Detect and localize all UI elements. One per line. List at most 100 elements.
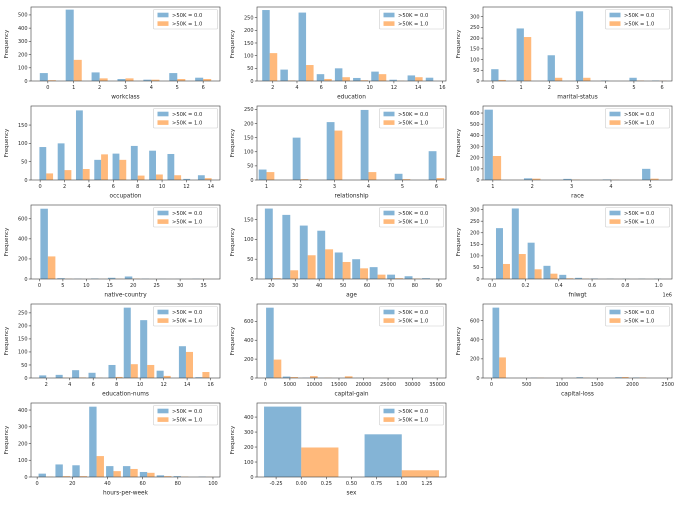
- x-tick-label: 0.4: [555, 283, 563, 289]
- legend-swatch: [609, 219, 621, 224]
- chart-svg-workclass: 0 1 2 3 4 5 6 0 100 200 300 400 500 workclass Frequenc…: [4, 6, 221, 101]
- y-tick-label: 300: [18, 425, 28, 431]
- x-tick-label: 0: [36, 481, 39, 487]
- x-tick-label: 16: [439, 85, 445, 91]
- bar-50K00: [352, 259, 361, 279]
- legend-swatch: [157, 318, 169, 323]
- y-tick-label: 100: [18, 458, 28, 464]
- y-tick-label: 50: [473, 68, 479, 74]
- bar-50K10: [498, 79, 506, 81]
- y-tick-label: 200: [18, 52, 28, 58]
- legend-swatch: [609, 210, 621, 216]
- legend-label: >50K = 0.0: [624, 112, 654, 118]
- x-tick-label: 1.25: [421, 481, 432, 487]
- bar-50K10: [163, 375, 171, 378]
- bar-50K10: [360, 80, 369, 81]
- chart-svg-capital-loss: 0 500 1000 1500 2000 2500 0 200 400 600 capital-lo…: [456, 303, 674, 398]
- y-tick-label: 250: [244, 107, 254, 113]
- x-tick-label: 100: [208, 481, 218, 487]
- x-tick-label: 6: [202, 85, 205, 91]
- x-tick-label: 2: [548, 85, 551, 91]
- bar-50K10: [502, 263, 510, 279]
- chart-svg-hours-per-week: 0 20 40 60 80 100 0 100 200 300 400 hours-per-week F…: [4, 402, 221, 497]
- legend-swatch: [609, 21, 621, 26]
- x-tick-label: 80: [175, 481, 181, 487]
- bar-50K00: [112, 153, 120, 180]
- y-tick-label: 200: [470, 231, 480, 237]
- bar-50K00: [106, 466, 114, 477]
- x-tick-label: 12: [391, 85, 397, 91]
- bar-50K00: [139, 471, 148, 477]
- y-tick-label: 100: [244, 237, 254, 243]
- legend-label: >50K = 0.0: [172, 211, 202, 217]
- y-tick-label: 150: [244, 135, 254, 141]
- bar-50K10: [290, 270, 299, 279]
- bar-50K00: [422, 278, 430, 279]
- bar-50K00: [629, 77, 637, 81]
- bar-50K00: [122, 466, 131, 477]
- plot-border: [482, 204, 673, 280]
- bar-50K10: [73, 59, 82, 81]
- legend-box: [379, 9, 444, 30]
- y-tick-label: 150: [244, 217, 254, 223]
- x-tick-label: 4: [150, 85, 153, 91]
- legend-label: >50K = 0.0: [172, 13, 202, 19]
- y-tick-label: 50: [247, 257, 253, 263]
- legend-swatch: [609, 120, 621, 125]
- bar-50K10: [325, 249, 334, 279]
- bar-50K00: [615, 377, 622, 378]
- legend: >50K = 0.0 >50K = 1.0: [379, 207, 444, 228]
- legend-label: >50K = 1.0: [398, 121, 428, 127]
- y-axis-label: Frequency: [230, 29, 236, 58]
- y-tick-label: 400: [18, 26, 28, 32]
- legend-swatch: [383, 21, 395, 26]
- bar-50K10: [203, 79, 212, 81]
- x-tick-label: 6: [661, 85, 664, 91]
- bar-50K10: [147, 364, 155, 378]
- bar-50K10: [324, 78, 332, 81]
- y-tick-label: 400: [470, 133, 480, 139]
- bar-50K10: [300, 179, 309, 180]
- bar-50K10: [47, 256, 56, 279]
- bar-50K00: [326, 122, 335, 180]
- y-tick-label: 200: [18, 324, 28, 330]
- bar-50K00: [492, 307, 500, 378]
- bar-50K10: [272, 278, 281, 279]
- bar-50K10: [62, 476, 71, 477]
- x-tick-label: 0: [38, 283, 41, 289]
- bar-50K00: [195, 377, 203, 378]
- bar-50K10: [79, 476, 88, 477]
- legend-swatch: [383, 408, 395, 414]
- bar-50K00: [317, 230, 326, 279]
- legend-label: >50K = 0.0: [624, 310, 654, 316]
- plot-border: [482, 303, 673, 379]
- bar-50K10: [204, 178, 212, 180]
- bar-50K00: [280, 69, 288, 81]
- bar-50K00: [39, 147, 47, 180]
- x-axis-label: education: [337, 95, 366, 101]
- legend-swatch: [157, 219, 169, 224]
- bar-50K10: [401, 470, 439, 477]
- y-tick-label: 0: [250, 475, 253, 481]
- y-tick-label: 50: [473, 265, 479, 271]
- chart-cell-workclass: 0 1 2 3 4 5 6 0 100 200 300 400 500 workclass Frequenc…: [1, 3, 227, 102]
- legend-swatch: [609, 309, 621, 315]
- chart-svg-relationship: 1 2 3 4 5 6 0 50 100 150 200 250 relationship Frequen…: [230, 105, 447, 200]
- axis-offset-label: 1e6: [663, 293, 672, 299]
- bar-50K10: [310, 376, 318, 378]
- y-tick-label: 300: [470, 144, 480, 150]
- chart-cell-relationship: 1 2 3 4 5 6 0 50 100 150 200 250 relationship Frequen…: [227, 102, 453, 201]
- legend-label: >50K = 1.0: [624, 121, 654, 127]
- x-tick-label: 6: [112, 184, 115, 190]
- y-tick-label: 0: [250, 178, 253, 184]
- x-tick-label: 10: [137, 382, 143, 388]
- y-tick-label: 200: [244, 445, 254, 451]
- y-tick-label: 0: [476, 277, 479, 283]
- legend-label: >50K = 0.0: [398, 409, 428, 415]
- bar-50K10: [64, 170, 72, 180]
- bar-50K10: [115, 376, 123, 378]
- x-axis-label: age: [346, 293, 357, 299]
- bar-50K00: [360, 109, 369, 180]
- y-tick-label: 200: [470, 155, 480, 161]
- y-tick-label: 600: [470, 111, 480, 117]
